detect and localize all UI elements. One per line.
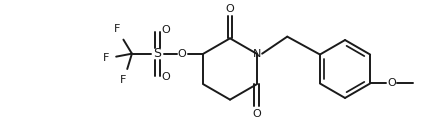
Text: O: O <box>161 25 170 35</box>
Text: S: S <box>153 47 161 60</box>
Text: N: N <box>253 49 261 59</box>
Text: O: O <box>388 79 396 88</box>
Text: O: O <box>226 3 234 14</box>
Text: O: O <box>178 49 187 59</box>
Text: F: F <box>120 75 127 85</box>
Text: F: F <box>114 24 121 34</box>
Text: O: O <box>252 109 261 119</box>
Text: F: F <box>103 53 109 63</box>
Text: O: O <box>161 72 170 82</box>
